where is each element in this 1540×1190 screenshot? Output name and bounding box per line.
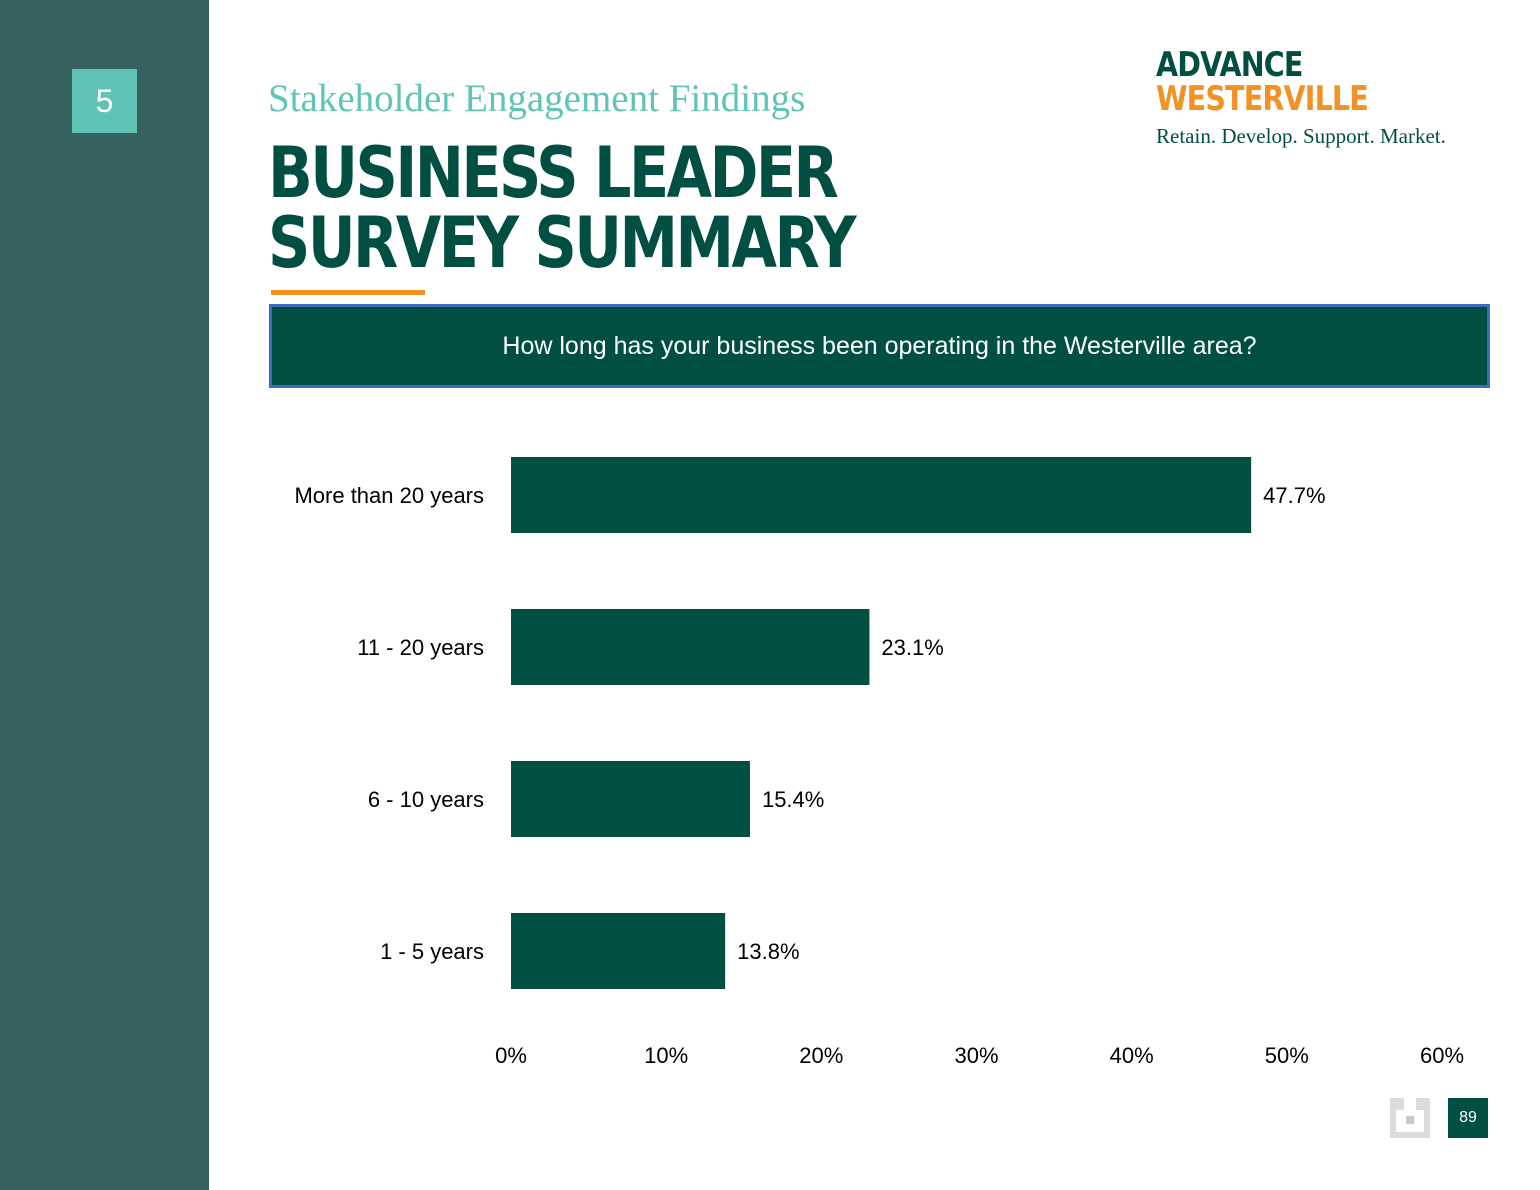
bar — [511, 913, 726, 989]
x-tick-label: 10% — [644, 1043, 688, 1068]
x-tick-label: 30% — [954, 1043, 998, 1068]
data-label: 47.7% — [1263, 483, 1325, 508]
advance-westerville-logo: ADVANCE WESTERVILLE Retain. Develop. Sup… — [1156, 48, 1496, 149]
section-number-badge: 5 — [72, 69, 137, 133]
survey-question-text: How long has your business been operatin… — [502, 331, 1257, 360]
page-subtitle: Stakeholder Engagement Findings — [268, 77, 806, 120]
x-tick-label: 50% — [1265, 1043, 1309, 1068]
category-label: 11 - 20 years — [357, 635, 484, 660]
bar — [511, 609, 870, 685]
page-title: BUSINESS LEADER SURVEY SUMMARY — [268, 132, 857, 284]
data-label: 15.4% — [762, 787, 824, 812]
document-icon — [1390, 1098, 1430, 1138]
data-label: 23.1% — [881, 635, 943, 660]
x-tick-label: 40% — [1110, 1043, 1154, 1068]
category-label: 1 - 5 years — [380, 939, 484, 964]
title-underline — [271, 290, 425, 295]
category-label: More than 20 years — [294, 483, 484, 508]
x-tick-label: 0% — [495, 1043, 527, 1068]
x-tick-label: 20% — [799, 1043, 843, 1068]
logo-line-advance: ADVANCE — [1156, 45, 1303, 85]
logo-line-westerville: WESTERVILLE — [1156, 79, 1369, 119]
x-tick-label: 60% — [1420, 1043, 1464, 1068]
sidebar — [0, 0, 209, 1190]
survey-question-box: How long has your business been operatin… — [269, 304, 1490, 388]
category-label: 6 - 10 years — [368, 787, 484, 812]
logo-tagline: Retain. Develop. Support. Market. — [1156, 124, 1446, 148]
data-label: 13.8% — [737, 939, 799, 964]
bar — [511, 761, 750, 837]
bar — [511, 457, 1252, 533]
page-number: 89 — [1448, 1098, 1488, 1138]
